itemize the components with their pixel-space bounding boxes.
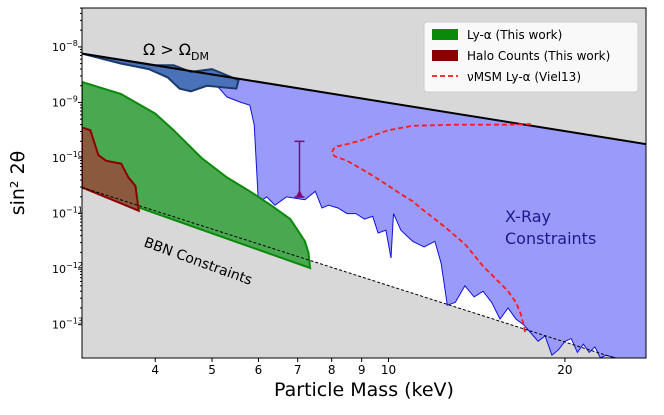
plot-frame: [81, 7, 647, 359]
x-tick-label: 7: [294, 363, 302, 377]
error-bar-marker: [295, 189, 304, 198]
legend: Ly-α (This work) Halo Counts (This work)…: [423, 21, 639, 93]
legend-label-lya: Ly-α (This work): [467, 28, 562, 42]
x-axis-ticks: 4 5 6 7 8 9 10 20: [151, 358, 573, 377]
legend-label-halo: Halo Counts (This work): [467, 49, 610, 63]
lya-this-work-region: [82, 80, 312, 270]
legend-swatch-halo: [432, 50, 458, 61]
y-axis-ticks: 10−8 10−9 10−10 10−11 10−12 10−13: [52, 7, 83, 332]
y-tick-label: 10−10: [52, 150, 83, 165]
y-tick-label: 10−8: [52, 39, 78, 54]
x-axis-label: Particle Mass (keV): [274, 379, 454, 401]
x-tick-label: 10: [381, 363, 396, 377]
xray-constraints-region: [82, 53, 646, 358]
legend-label-viel: νMSM Ly-α (Viel13): [467, 70, 581, 84]
overclosure-line: [82, 52, 646, 146]
omega-annotation-sub: DM: [191, 50, 209, 63]
bbn-line: [82, 186, 617, 358]
x-tick-label: 20: [557, 363, 572, 377]
legend-swatch-lya: [432, 29, 458, 40]
y-tick-label: 10−9: [52, 94, 78, 109]
xray-annotation-line2: Constraints: [505, 229, 596, 248]
x-tick-label: 5: [208, 363, 216, 377]
vmsm-viel13-curve: [330, 123, 531, 334]
omega-annotation-base: Ω > Ω: [143, 40, 191, 59]
overclosure-blob-region: [82, 52, 240, 93]
omega-annotation: Ω > ΩDM: [143, 40, 209, 63]
y-tick-label: 10−13: [52, 317, 83, 332]
y-axis-label: sin² 2θ: [7, 151, 29, 216]
y-tick-label: 10−11: [52, 206, 83, 221]
x-tick-label: 8: [328, 363, 336, 377]
x-tick-label: 4: [151, 363, 159, 377]
error-bar: [294, 140, 305, 198]
x-tick-label: 6: [255, 363, 263, 377]
legend-box: [423, 21, 639, 93]
x-tick-label: 9: [358, 363, 366, 377]
y-tick-label: 10−12: [52, 261, 83, 276]
xray-annotation-line1: X-Ray: [505, 207, 551, 226]
halo-counts-region: [82, 126, 141, 213]
